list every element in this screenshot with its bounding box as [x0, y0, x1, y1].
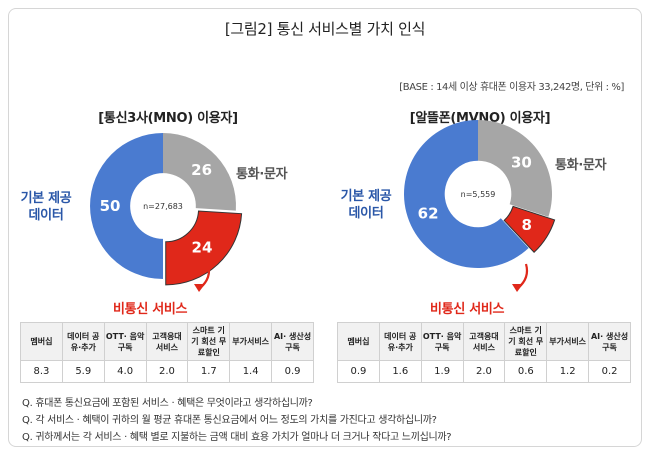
- data-slice-value: 62: [418, 205, 439, 223]
- table-header-cell: 고객응대 서비스: [462, 322, 506, 361]
- table-header-row: 멤버십 데이터 공유·추가 OTT· 음악 구독 고객응대 서비스 스마트 기기 회선 …: [337, 322, 631, 361]
- table-value-cell: 1.7: [187, 360, 231, 383]
- non-telecom-slice: [503, 205, 556, 253]
- mno-data-label-line1: 기본 제공: [20, 191, 72, 206]
- table-header-row: 멤버십 데이터 공유·추가 OTT· 음악 구독 고객응대 서비스 스마트 기기 회선 …: [20, 322, 314, 361]
- base-note: [BASE : 14세 이상 휴대폰 이용자 33,242명, 단위 : %]: [399, 82, 624, 93]
- table-value-cell: 0.9: [337, 360, 380, 383]
- table-value-cell: 2.0: [145, 360, 189, 383]
- mno-non-telecom-label: 비통신 서비스: [113, 302, 188, 317]
- mno-arrow-icon: [194, 263, 211, 292]
- non-telecom-slice-value: 24: [192, 238, 213, 256]
- non-telecom-slice-value: 8: [521, 216, 531, 234]
- table-value-cell: 0.2: [588, 360, 631, 383]
- table-header-cell: OTT· 음악 구독: [420, 322, 464, 361]
- table-header-cell: 데이터 공유·추가: [378, 322, 422, 361]
- mvno-data-label: 기본 제공 데이터: [326, 188, 406, 222]
- table-header-cell: AI· 생산성 구독: [588, 322, 631, 361]
- question-2: Q. 각 서비스 · 혜택이 귀하의 월 평균 휴대폰 통신요금에서 어느 정도…: [22, 415, 437, 426]
- table-value-cell: 1.6: [378, 360, 422, 383]
- table-header-cell: 고객응대 서비스: [145, 322, 189, 361]
- question-3: Q. 귀하께서는 각 서비스 · 혜택 별로 지불하는 금액 대비 효용 가치가…: [22, 432, 452, 443]
- mvno-arrow-icon: [512, 263, 529, 292]
- call-slice: [478, 120, 552, 217]
- table-value-cell: 5.9: [61, 360, 105, 383]
- mno-donut-chart: 26 24 50 n=27,683: [90, 133, 243, 286]
- table-header-cell: 데이터 공유·추가: [61, 322, 105, 361]
- table-value-cell: 1.2: [546, 360, 590, 383]
- table-header-cell: 스마트 기기 회선 무료할인: [504, 322, 548, 361]
- mno-data-label-line2: 데이터: [28, 208, 64, 223]
- non-telecom-slice: [165, 210, 243, 286]
- table-header-cell: 멤버십: [337, 322, 380, 361]
- mno-call-label: 통화·문자: [236, 167, 288, 182]
- mno-panel-title: [통신3사(MNO) 이용자]: [98, 111, 238, 126]
- survey-questions: Q. 휴대폰 통신요금에 포함된 서비스 · 혜택은 무엇이라고 생각하십니까?…: [22, 395, 452, 446]
- table-header-cell: 멤버십: [20, 322, 63, 361]
- table-value-cell: 1.4: [229, 360, 273, 383]
- mvno-data-label-line2: 데이터: [348, 206, 384, 221]
- figure-title: [그림2] 통신 서비스별 가치 인식: [224, 20, 426, 38]
- table-header-cell: OTT· 음악 구독: [103, 322, 147, 361]
- sample-size-label: n=5,559: [461, 190, 496, 199]
- mvno-non-telecom-label: 비통신 서비스: [430, 302, 505, 317]
- mvno-call-label: 통화·문자: [555, 158, 607, 173]
- table-header-cell: AI· 생산성 구독: [271, 322, 314, 361]
- question-1: Q. 휴대폰 통신요금에 포함된 서비스 · 혜택은 무엇이라고 생각하십니까?: [22, 398, 313, 409]
- mvno-data-label-line1: 기본 제공: [340, 189, 392, 204]
- table-header-cell: 스마트 기기 회선 무료할인: [187, 322, 231, 361]
- table-value-cell: 2.0: [462, 360, 506, 383]
- table-value-cell: 4.0: [103, 360, 147, 383]
- table-value-row: 8.3 5.9 4.0 2.0 1.7 1.4 0.9: [20, 360, 314, 383]
- mvno-breakdown-table: 멤버십 데이터 공유·추가 OTT· 음악 구독 고객응대 서비스 스마트 기기 회선 …: [337, 322, 631, 383]
- data-slice: [90, 133, 163, 279]
- data-slice-value: 50: [100, 197, 121, 215]
- table-value-cell: 0.6: [504, 360, 548, 383]
- data-slice: [404, 120, 529, 268]
- table-value-cell: 1.9: [420, 360, 464, 383]
- table-value-cell: 8.3: [20, 360, 63, 383]
- mno-breakdown-table: 멤버십 데이터 공유·추가 OTT· 음악 구독 고객응대 서비스 스마트 기기 회선 …: [20, 322, 314, 383]
- table-value-cell: 0.9: [271, 360, 314, 383]
- mvno-panel-title: [알뜰폰(MVNO) 이용자]: [409, 111, 551, 126]
- mno-data-label: 기본 제공 데이터: [6, 190, 86, 224]
- call-slice-value: 30: [511, 153, 532, 171]
- mvno-donut-chart: 30 8 62 n=5,559: [404, 120, 556, 268]
- call-slice-value: 26: [191, 161, 212, 179]
- table-header-cell: 부가서비스: [546, 322, 590, 361]
- table-header-cell: 부가서비스: [229, 322, 273, 361]
- sample-size-label: n=27,683: [143, 202, 183, 211]
- table-value-row: 0.9 1.6 1.9 2.0 0.6 1.2 0.2: [337, 360, 631, 383]
- call-slice: [163, 133, 236, 211]
